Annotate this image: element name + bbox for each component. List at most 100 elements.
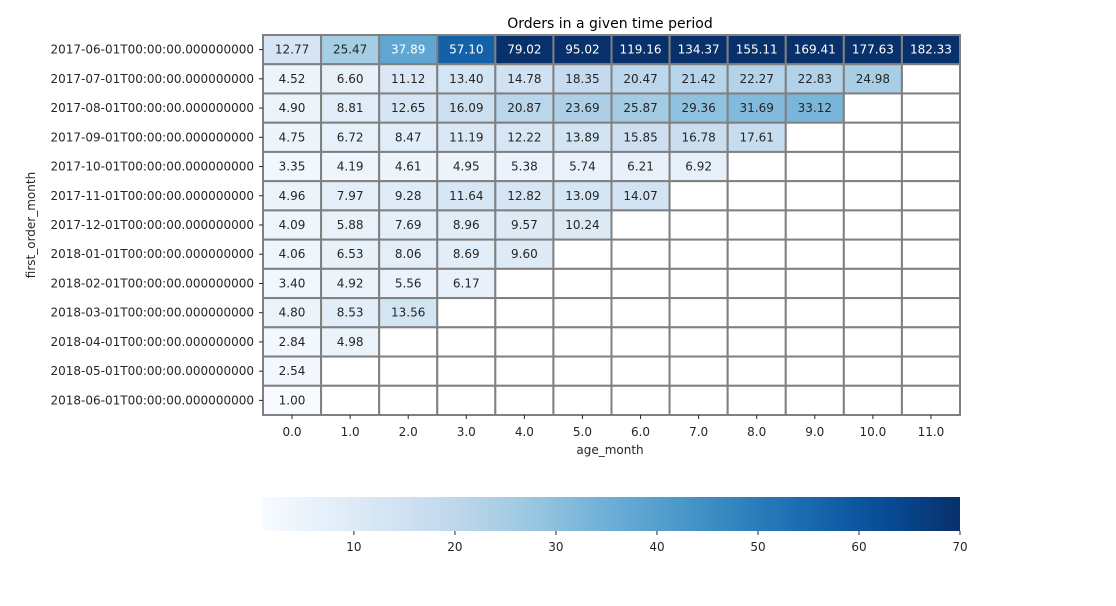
x-tick-labels: 0.0 1.0 2.0 3.0 4.0 5.0 6.0 7.0 8.0 9.0 10.0 11.0 — [282, 415, 944, 439]
cell-value-label: 8.96 — [453, 218, 480, 232]
heatmap-cell — [784, 326, 845, 358]
cell-value-label: 11.64 — [449, 189, 483, 203]
cell-value-label: 16.09 — [449, 101, 483, 115]
heatmap-cell — [842, 267, 903, 300]
heatmap-cell — [610, 267, 671, 300]
cell-value-label: 23.69 — [565, 101, 599, 115]
heatmap-cell — [262, 180, 323, 212]
heatmap-cell — [668, 63, 729, 95]
heatmap-cell — [320, 384, 381, 416]
cell-value-label: 4.61 — [395, 160, 422, 174]
heatmap-cell — [900, 238, 962, 270]
heatmap-cell — [436, 238, 497, 270]
heatmap-cell — [320, 209, 381, 241]
heatmap-cell — [900, 92, 962, 124]
colorbar-tick-label: 50 — [750, 540, 765, 554]
heatmap-cell — [668, 180, 729, 212]
heatmap-cell — [842, 326, 903, 358]
heatmap-cell — [494, 384, 555, 416]
y-tick-label: 2018-05-01T00:00:00.000000000 — [51, 364, 255, 378]
cell-value-label: 12.22 — [507, 130, 541, 144]
heatmap-cell — [552, 297, 613, 329]
heatmap-cell — [842, 238, 903, 270]
heatmap-cell — [610, 326, 671, 358]
heatmap-cell — [900, 326, 962, 358]
cell-value-label: 29.36 — [681, 101, 715, 115]
heatmap-cell — [436, 297, 497, 329]
heatmap-cell — [842, 355, 903, 387]
cell-value-label: 4.95 — [453, 160, 480, 174]
cell-value-label: 8.47 — [395, 130, 422, 144]
cell-value-label: 95.02 — [565, 43, 599, 57]
heatmap-cell — [842, 180, 903, 212]
heatmap-cell — [900, 150, 962, 183]
heatmap-cell — [784, 180, 845, 212]
cell-value-label: 4.06 — [279, 247, 306, 261]
y-tick-label: 2017-06-01T00:00:00.000000000 — [51, 43, 255, 57]
cell-value-label: 6.72 — [337, 130, 364, 144]
colorbar — [263, 497, 960, 531]
cell-value-label: 37.89 — [391, 43, 425, 57]
x-tick-label: 2.0 — [399, 425, 418, 439]
colorbar-tick-label: 10 — [346, 540, 361, 554]
heatmap-cell — [668, 384, 729, 416]
cell-value-label: 4.98 — [337, 335, 364, 349]
cell-value-label: 25.87 — [623, 101, 657, 115]
heatmap-cell — [552, 267, 613, 300]
x-tick-label: 11.0 — [918, 425, 945, 439]
heatmap-cell — [900, 209, 962, 241]
cell-value-label: 4.80 — [279, 306, 306, 320]
heatmap-cell — [842, 121, 903, 153]
heatmap-cell — [668, 209, 729, 241]
heatmap-cell — [320, 355, 381, 387]
cell-value-label: 14.78 — [507, 72, 541, 86]
cell-value-label: 13.56 — [391, 306, 425, 320]
heatmap-cell — [378, 384, 439, 416]
heatmap-cell — [668, 297, 729, 329]
y-tick-label: 2017-09-01T00:00:00.000000000 — [51, 130, 255, 144]
heatmap-cell — [842, 92, 903, 124]
cell-value-label: 57.10 — [449, 43, 483, 57]
cell-value-label: 8.81 — [337, 101, 364, 115]
heatmap-cell — [436, 326, 497, 358]
heatmap-cell — [784, 384, 845, 416]
cell-value-label: 119.16 — [620, 43, 662, 57]
x-axis-label: age_month — [576, 443, 643, 457]
heatmap-cell — [784, 150, 845, 183]
cell-value-label: 13.40 — [449, 72, 483, 86]
y-axis-label: first_order_month — [24, 172, 38, 278]
heatmap-cell — [552, 326, 613, 358]
heatmap-cell — [610, 297, 671, 329]
heatmap-cell — [552, 92, 613, 124]
heatmap-cell — [668, 355, 729, 387]
heatmap-cell — [436, 355, 497, 387]
cell-value-label: 11.12 — [391, 72, 425, 86]
heatmap-cell — [900, 63, 962, 95]
heatmap-cell — [668, 34, 729, 66]
heatmap-cell — [900, 180, 962, 212]
cell-value-label: 2.84 — [279, 335, 306, 349]
x-tick-label: 3.0 — [457, 425, 476, 439]
heatmap-cell — [726, 267, 787, 300]
cell-value-label: 7.69 — [395, 218, 422, 232]
heatmap-cell — [726, 355, 787, 387]
heatmap-cell — [842, 209, 903, 241]
cell-value-label: 79.02 — [507, 43, 541, 57]
cell-value-label: 6.21 — [627, 160, 654, 174]
cell-value-label: 9.57 — [511, 218, 538, 232]
colorbar-ticks: 10 20 30 40 50 60 70 — [346, 531, 968, 554]
cell-value-label: 177.63 — [852, 43, 894, 57]
cell-value-label: 12.65 — [391, 101, 425, 115]
x-tick-label: 4.0 — [515, 425, 534, 439]
heatmap-cell — [900, 267, 962, 300]
heatmap-cell — [494, 180, 555, 212]
cell-value-label: 10.24 — [565, 218, 599, 232]
colorbar-tick-label: 60 — [851, 540, 866, 554]
heatmap-cell — [436, 384, 497, 416]
heatmap-cell — [494, 63, 555, 95]
heatmap-cell — [610, 238, 671, 270]
cell-value-label: 33.12 — [798, 101, 832, 115]
heatmap-cell — [900, 355, 962, 387]
heatmap-cell — [262, 238, 323, 270]
x-tick-label: 7.0 — [689, 425, 708, 439]
